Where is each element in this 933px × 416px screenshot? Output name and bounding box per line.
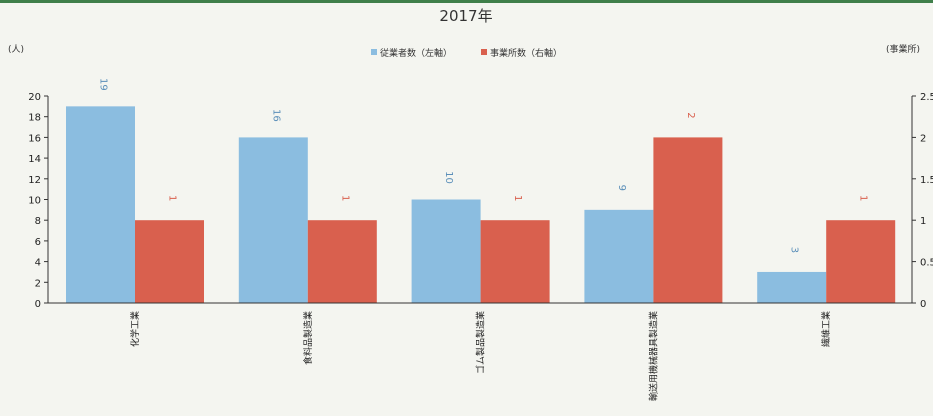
legend-swatch-establishments bbox=[481, 49, 487, 55]
data-label-establishments: 1 bbox=[339, 195, 350, 201]
category-label: 食料品製造業 bbox=[302, 311, 314, 365]
right-tick-label: 2.5 bbox=[920, 92, 933, 103]
bar-employees bbox=[238, 137, 308, 303]
data-label-establishments: 2 bbox=[685, 112, 696, 118]
right-axis-unit: (事業所) bbox=[886, 43, 920, 55]
category-labels: 化学工業 食料品製造業 ゴム製品製造業 輸送用機械器具製造業 繊維工業 bbox=[129, 311, 832, 401]
category-label: 繊維工業 bbox=[820, 311, 832, 347]
legend-label-employees: 従業者数（左軸） bbox=[380, 47, 452, 59]
right-tick-label: 0.5 bbox=[920, 258, 933, 269]
chart-title: 2017年 bbox=[439, 7, 492, 25]
left-tick-label: 2 bbox=[35, 278, 41, 289]
right-tick-label: 1.5 bbox=[920, 175, 933, 186]
top-border bbox=[0, 0, 933, 3]
data-label-establishments: 1 bbox=[858, 195, 869, 201]
bar-establishments bbox=[653, 137, 723, 303]
bar-establishments bbox=[307, 220, 377, 303]
data-label-employees: 9 bbox=[616, 185, 627, 191]
right-tick-label: 2 bbox=[920, 133, 926, 144]
category-label: 輸送用機械器具製造業 bbox=[647, 311, 659, 401]
left-tick-label: 20 bbox=[28, 92, 41, 103]
data-label-establishments: 1 bbox=[512, 195, 523, 201]
data-label-employees: 19 bbox=[98, 78, 109, 91]
bar-employees bbox=[411, 199, 481, 303]
data-label-employees: 3 bbox=[789, 247, 800, 253]
left-tick-label: 6 bbox=[35, 237, 41, 248]
left-axis-unit: (人) bbox=[8, 44, 24, 55]
bar-employees bbox=[757, 271, 827, 303]
legend-swatch-employees bbox=[371, 49, 377, 55]
data-label-establishments: 1 bbox=[167, 195, 178, 201]
left-tick-label: 4 bbox=[35, 258, 41, 269]
category-label: ゴム製品製造業 bbox=[475, 311, 487, 374]
category-label: 化学工業 bbox=[129, 311, 141, 347]
right-tick-label: 0 bbox=[920, 299, 926, 310]
left-axis: 0 2 4 6 8 10 12 14 16 18 20 bbox=[28, 92, 48, 310]
legend-label-establishments: 事業所数（右軸） bbox=[490, 47, 562, 59]
legend: 従業者数（左軸） 事業所数（右軸） bbox=[371, 47, 562, 59]
right-axis: 0 0.5 1 1.5 2 2.5 bbox=[912, 92, 933, 310]
left-tick-label: 8 bbox=[35, 216, 41, 227]
left-tick-label: 16 bbox=[28, 133, 41, 144]
left-tick-label: 10 bbox=[28, 196, 41, 207]
left-tick-label: 18 bbox=[28, 113, 41, 124]
bar-establishments bbox=[135, 220, 204, 303]
data-label-employees: 16 bbox=[270, 109, 281, 122]
left-tick-label: 0 bbox=[35, 299, 41, 310]
bar-establishments bbox=[826, 220, 896, 303]
bar-employees bbox=[584, 209, 654, 303]
left-tick-label: 14 bbox=[28, 154, 41, 165]
bar-employees bbox=[66, 106, 135, 303]
bar-establishments bbox=[480, 220, 550, 303]
bars bbox=[66, 106, 896, 303]
left-tick-label: 12 bbox=[28, 175, 41, 186]
data-label-employees: 10 bbox=[443, 171, 454, 184]
right-tick-label: 1 bbox=[920, 216, 926, 227]
